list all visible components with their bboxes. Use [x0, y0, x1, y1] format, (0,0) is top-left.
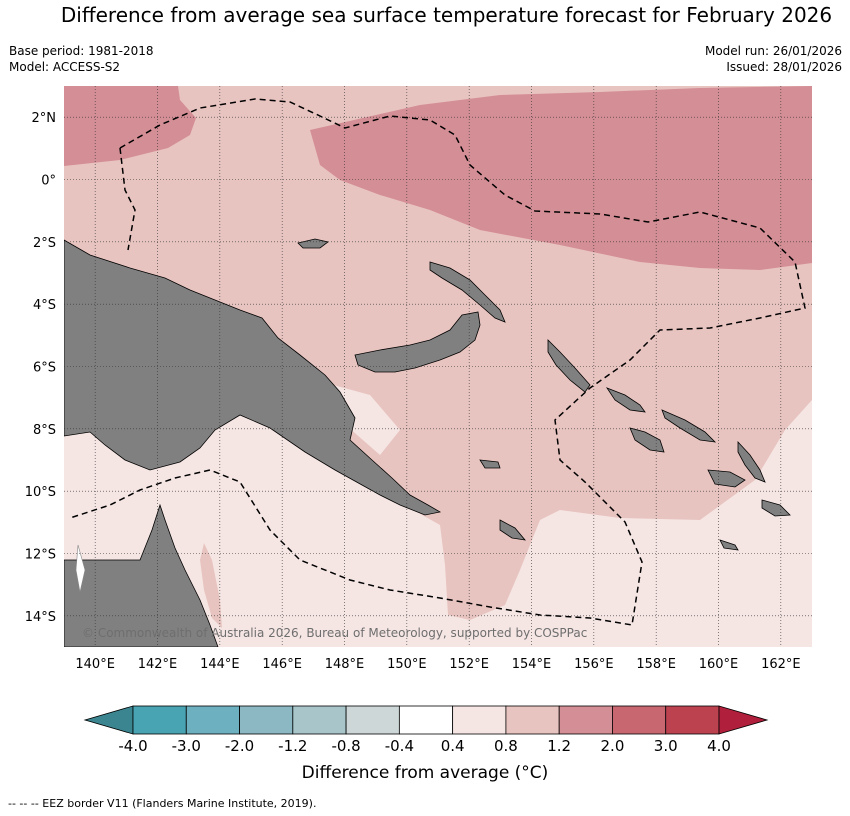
map-area: [64, 86, 812, 647]
land-australia: [64, 503, 219, 647]
colorbar-tick-label: 0.4: [441, 737, 465, 755]
colorbar-tick-label: -3.0: [172, 737, 201, 755]
base-period: Base period: 1981-2018: [9, 44, 154, 58]
land-new-britain: [354, 311, 481, 373]
meta-left: Base period: 1981-2018 Model: ACCESS-S2: [9, 43, 154, 75]
land-vanuatu-north: [737, 440, 766, 483]
colorbar-segment: [292, 705, 347, 735]
colorbar-extend-low: [83, 705, 134, 735]
land-choiseul: [605, 387, 646, 413]
page-title: Difference from average sea surface temp…: [60, 3, 833, 27]
anomaly-band-1.2-2.0-east: [310, 86, 812, 270]
colorbar-segment: [398, 705, 454, 735]
lon-tick-label: 152°E: [449, 657, 489, 672]
colorbar-tick-label: 4.0: [707, 737, 731, 755]
lat-tick-label: 6°S: [33, 361, 56, 376]
model-run: Model run: 26/01/2026: [704, 44, 842, 58]
issued-date: Issued: 28/01/2026: [726, 60, 842, 74]
lat-tick-labels: 2°N 0° 2°S 4°S 6°S 8°S 10°S 12°S 14°S: [25, 111, 56, 625]
colorbar-segment: [558, 705, 613, 735]
colorbar-tick-label: -2.0: [225, 737, 254, 755]
lat-tick-label: 12°S: [25, 548, 56, 563]
colorbar-segment: [345, 705, 400, 735]
lon-tick-label: 146°E: [262, 657, 302, 672]
colorbar-tick-label: -4.0: [118, 737, 147, 755]
lat-tick-label: 4°S: [33, 298, 56, 313]
lat-tick-label: 0°: [41, 174, 56, 189]
colorbar-segment: [665, 705, 720, 735]
colorbar-tick-label: 0.8: [494, 737, 518, 755]
lat-tick-label: 10°S: [25, 485, 56, 500]
lon-tick-label: 148°E: [325, 657, 365, 672]
lon-tick-labels: 140°E 142°E 144°E 146°E 148°E 150°E 152°E 154°E…: [75, 657, 800, 672]
colorbar-segment: [185, 705, 240, 735]
land-vanuatu-south: [761, 499, 791, 517]
lat-tick-label: 8°S: [33, 423, 56, 438]
map-figure: 140°E 142°E 144°E 146°E 148°E 150°E 152°E 154°E…: [25, 86, 812, 755]
lon-tick-label: 154°E: [512, 657, 552, 672]
copyright-notice: © Commonwealth of Australia 2026, Bureau…: [82, 626, 588, 640]
lat-tick-label: 2°N: [32, 111, 57, 126]
lon-tick-label: 156°E: [574, 657, 614, 672]
colorbar-tick-label: -0.8: [331, 737, 360, 755]
lon-tick-label: 160°E: [699, 657, 739, 672]
lon-tick-label: 140°E: [75, 657, 115, 672]
model-name: Model: ACCESS-S2: [9, 60, 121, 74]
meta-right: Model run: 26/01/2026 Issued: 28/01/2026: [705, 43, 842, 75]
lon-tick-label: 142°E: [138, 657, 178, 672]
lat-tick-label: 14°S: [25, 610, 56, 625]
lon-tick-label: 150°E: [387, 657, 427, 672]
land-small-island: [719, 539, 739, 551]
colorbar-segment: [132, 705, 187, 735]
colorbar-extend-high: [718, 705, 769, 735]
colorbar-title: Difference from average (°C): [301, 763, 549, 783]
land-manus: [297, 238, 329, 249]
colorbar-tick-label: 1.2: [547, 737, 571, 755]
lon-tick-label: 144°E: [200, 657, 240, 672]
land-makira: [707, 469, 746, 488]
anomaly-streak-coral-sea: [200, 543, 222, 628]
land-trobriand: [479, 459, 501, 469]
colorbar-segment: [452, 705, 507, 735]
colorbar-segment: [505, 705, 560, 735]
lon-tick-label: 162°E: [761, 657, 801, 672]
anomaly-band-0.4-0.8: [64, 375, 812, 647]
lon-tick-label: 158°E: [636, 657, 676, 672]
eez-borders: [69, 98, 806, 626]
land-louisiade: [499, 519, 526, 541]
land-malaita: [661, 409, 717, 443]
colorbar-segment: [612, 705, 667, 735]
colorbar-tick-label: 3.0: [654, 737, 678, 755]
land-new-guinea: [64, 239, 442, 516]
colorbar-segment: [239, 705, 294, 735]
land-blank-patch: [75, 544, 86, 593]
land-new-ireland: [429, 261, 506, 323]
colorbar-tick-label: -1.2: [278, 737, 307, 755]
anomaly-band-1.2-2.0-west: [64, 86, 196, 166]
colorbar-tick-label: -0.4: [385, 737, 414, 755]
lat-tick-label: 2°S: [33, 236, 56, 251]
eez-footnote: -- -- -- EEZ border V11 (Flanders Marine…: [8, 797, 317, 810]
colorbar: -4.0 -3.0 -2.0 -1.2 -0.8 -0.4 0.4 0.8 1.2 2.0 3.0 4…: [83, 705, 769, 755]
land-guadalcanal: [629, 427, 665, 453]
colorbar-tick-label: 2.0: [601, 737, 625, 755]
map-gridlines: [64, 86, 812, 647]
